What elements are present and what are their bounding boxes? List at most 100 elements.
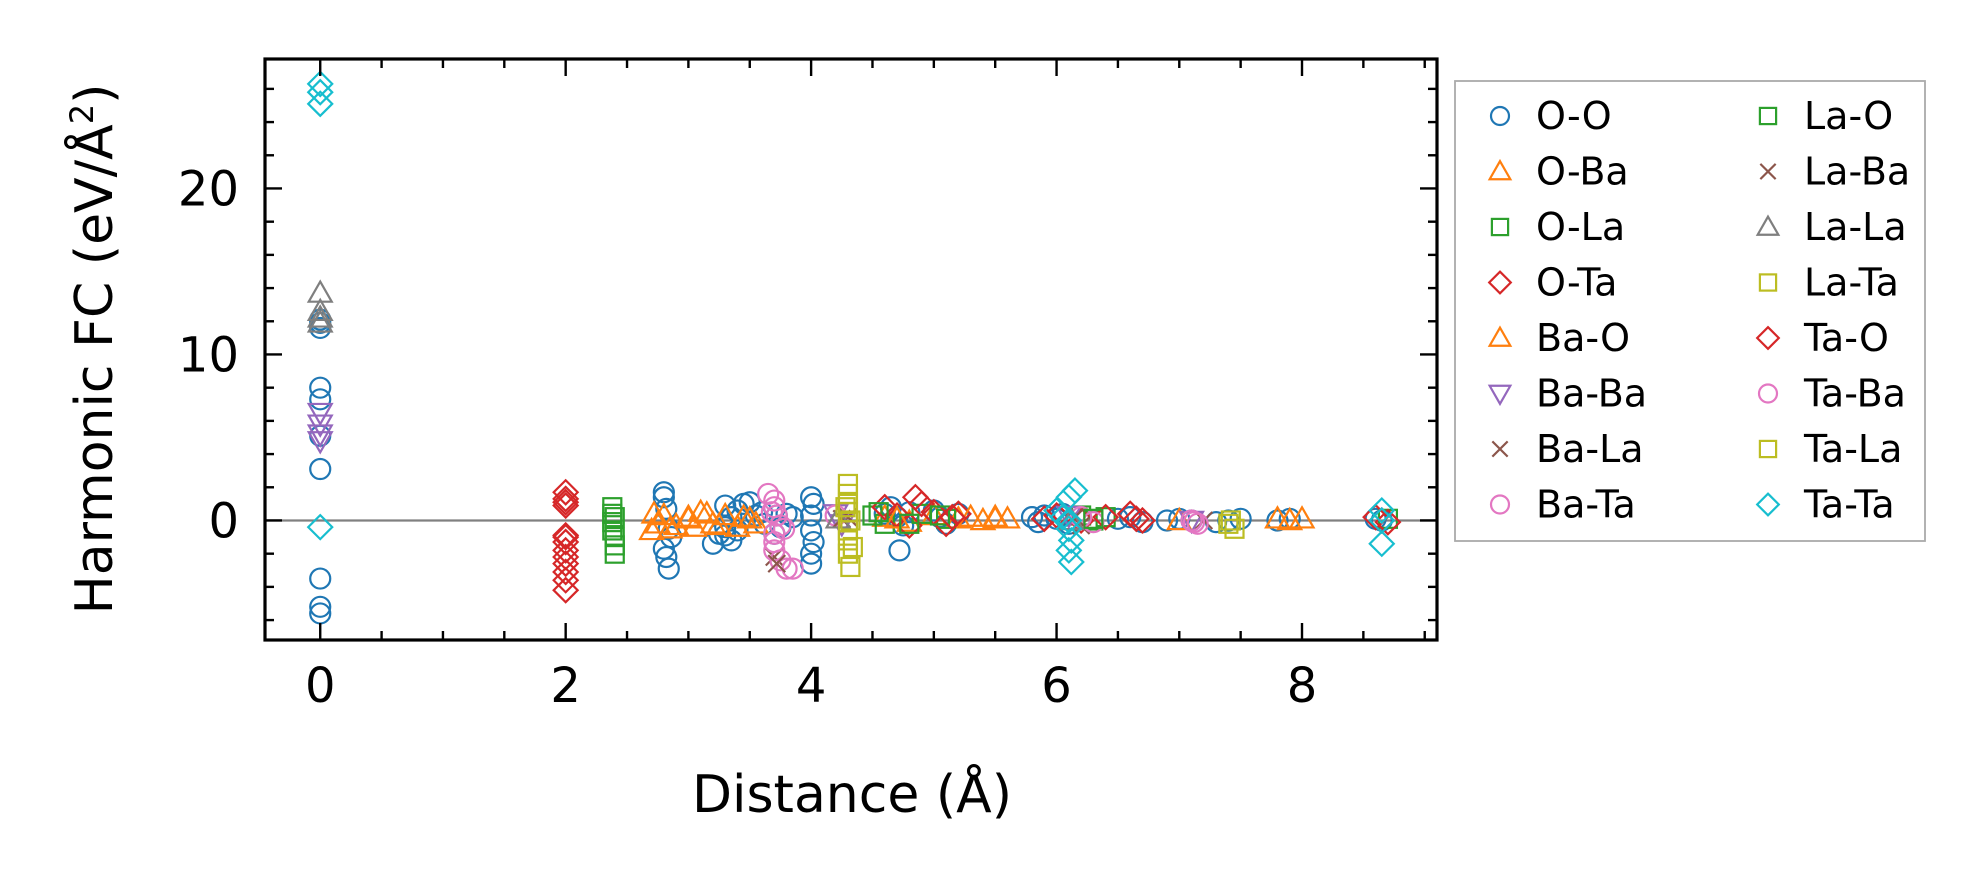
data-point [552,566,580,594]
legend-item: Ba-O [1487,316,1630,360]
data-point [552,521,580,549]
data-point [775,557,798,580]
legend-marker [1755,325,1781,351]
data-point [981,505,1009,529]
data-point [674,505,702,529]
legend-marker [1755,214,1781,236]
legend-item: La-O [1758,94,1893,138]
data-point [306,297,334,322]
data-point [640,500,668,524]
data-point [800,542,823,565]
data-point [552,536,580,564]
data-point [802,530,825,554]
legend-label: Ba-O [1536,316,1630,360]
legend-marker [1489,494,1511,515]
axis-ticks [265,59,1437,640]
data-point [309,595,332,618]
legend-marker [1487,270,1513,295]
legend-item: Ta-Ta [1755,483,1895,527]
data-point [1368,496,1396,525]
data-point [306,78,334,106]
data-point [899,513,920,534]
legend-item: Ta-Ba [1757,372,1906,416]
data-point [742,510,770,534]
data-point [552,491,580,520]
data-point [552,478,580,506]
x-tick-label: 8 [1287,658,1318,714]
legend-marker [1755,492,1781,517]
data-markers [306,70,1402,625]
data-point [309,376,332,399]
legend-item: O-La [1490,205,1625,249]
data-point [552,488,580,516]
data-point [1095,507,1116,528]
data-point [309,457,332,481]
legend-item: Ta-O [1755,316,1889,360]
data-point [730,503,758,527]
legend-label: Ba-La [1536,427,1644,471]
data-point [835,497,856,518]
plot-frame [263,57,1439,642]
legend-item: O-Ta [1487,261,1617,305]
legend-label: Ba-Ta [1536,483,1636,527]
data-point [638,516,665,541]
data-point [681,513,708,537]
legend-label: Ta-La [1803,427,1902,471]
data-point [1264,505,1291,529]
data-point [1055,536,1083,564]
data-point [714,494,737,517]
legend-label: Ta-Ta [1803,483,1895,527]
data-point [306,424,334,448]
legend-label: O-Ta [1536,261,1617,305]
legend-label: La-Ba [1804,150,1910,194]
data-point [306,90,334,118]
data-point [1218,513,1239,534]
legend-marker [1759,163,1777,180]
x-axis-title: Distance (Å) [692,763,1012,825]
x-tick-label: 0 [305,658,336,714]
data-point [938,503,966,531]
data-point [1368,530,1396,558]
data-point [705,511,733,536]
y-axis-title: Harmonic FC (eV/Å2) [63,84,125,615]
legend-marker [1758,439,1778,459]
data-point [1083,508,1104,529]
data-point [760,501,783,524]
data-point [1220,510,1241,531]
legend-label: Ta-Ba [1803,372,1906,416]
data-point [1155,509,1179,532]
data-point [306,402,334,427]
data-point [1128,506,1157,535]
legend-marker [1489,105,1511,127]
legend-label: La-O [1804,94,1893,138]
data-point [1278,507,1301,530]
data-point [1182,511,1206,534]
y-axis-title-main: Harmonic FC (eV/Å [63,124,125,615]
x-tick-labels: 0 2 4 6 8 [305,658,1317,714]
data-point [781,506,804,529]
y-axis-title-close: ) [65,84,125,104]
data-point [840,556,861,578]
data-point [552,485,580,513]
data-point [1266,509,1289,532]
data-point [800,519,823,542]
series-ta-ta [306,70,1396,576]
data-point [957,503,985,527]
data-point [1055,506,1083,535]
data-point [767,554,787,573]
data-point [655,545,678,569]
legend-item: O-O [1489,94,1612,138]
y-tick-label: 10 [178,327,239,383]
data-point [837,530,859,551]
data-point [901,483,929,511]
data-point [309,567,332,590]
data-point [908,490,936,518]
data-point [929,505,951,526]
x-tick-label: 2 [550,658,581,714]
y-axis-title-superscript: 2 [63,104,101,124]
data-point [306,431,334,455]
data-point [662,511,690,536]
data-point [842,536,863,558]
data-point [604,507,625,528]
